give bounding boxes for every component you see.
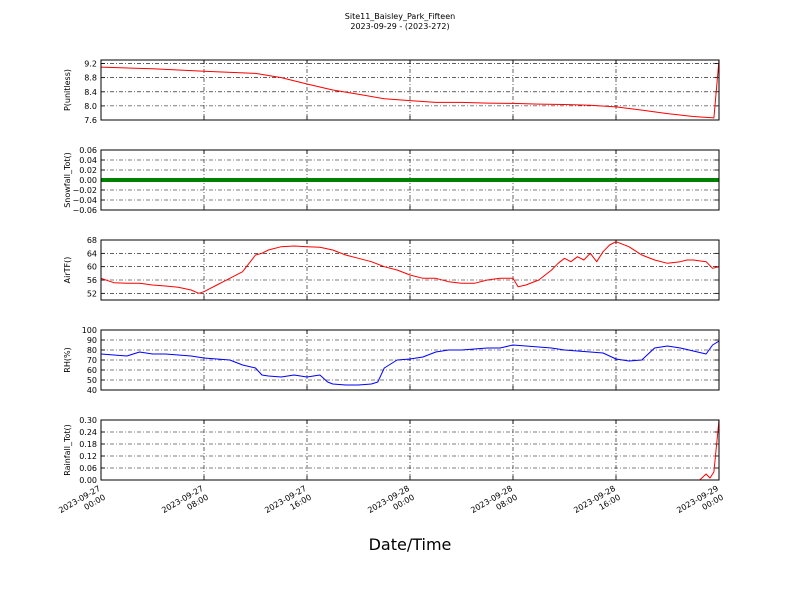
subplot-1: 7.6 8.0 8.4 8.8 9.2 P(unitless): [63, 59, 720, 125]
y-tick-label: 64: [87, 249, 97, 258]
y-tick-label: 8.8: [84, 74, 97, 83]
x-tick-label: 2023-09-2800:00: [366, 484, 416, 524]
figure-title-line2: 2023-09-29 - (2023-272): [350, 22, 449, 31]
y-tick-label: 0.02: [79, 166, 97, 175]
y-axis-label: P(unitless): [63, 69, 72, 111]
series-line-3: [101, 241, 719, 294]
y-tick-label: 7.6: [84, 116, 97, 125]
shared-x-axis: 2023-09-2700:00 2023-09-2708:00 2023-09-27…: [57, 484, 725, 524]
subplot-frame: [100, 329, 720, 391]
x-tick-label: 2023-09-2708:00: [160, 484, 210, 524]
figure-title-line1: Site11_Baisley_Park_Fifteen: [345, 12, 455, 21]
y-tick-label: 8.0: [84, 102, 97, 111]
y-tick-label: 50: [87, 376, 97, 385]
y-tick-label: 0.18: [79, 440, 97, 449]
y-axis-label: Snowfall_Tot(): [63, 152, 72, 208]
subplot-frame: [100, 239, 720, 301]
y-tick-label: −0.04: [72, 196, 97, 205]
subplot-2: −0.06−0.04−0.020.000.020.040.06 Snowfall_…: [63, 146, 720, 215]
y-tick-label: 0.04: [79, 156, 97, 165]
y-tick-label: 56: [87, 276, 97, 285]
y-tick-label: 40: [87, 386, 97, 395]
subplot-frame: [100, 59, 720, 121]
x-tick-label: 2023-09-2900:00: [675, 484, 725, 524]
x-tick-label: 2023-09-2700:00: [57, 484, 107, 524]
y-tick-label: 9.2: [84, 60, 97, 69]
y-tick-label: 0.00: [79, 176, 97, 185]
series-line-5: [101, 420, 719, 480]
y-axis-label: AirTF(): [63, 257, 72, 284]
y-tick-label: 80: [87, 346, 97, 355]
series-line-1: [101, 60, 719, 119]
y-tick-label: −0.02: [72, 186, 97, 195]
subplot-3: 52 56 60 64 68 AirTF(): [63, 236, 720, 301]
subplot-frame: [100, 149, 720, 211]
y-tick-label: 0.06: [79, 146, 97, 155]
y-tick-label: 0.06: [79, 464, 97, 473]
y-tick-label: 68: [87, 236, 97, 245]
y-axis-label: RH(%): [63, 347, 72, 372]
x-axis-label: Date/Time: [369, 535, 452, 554]
y-tick-label: 0.12: [79, 452, 97, 461]
y-tick-label: 0.00: [79, 476, 97, 485]
y-tick-label: 8.4: [84, 88, 97, 97]
y-tick-label: 0.24: [79, 428, 97, 437]
y-tick-label: 60: [87, 263, 97, 272]
y-tick-label: 0.30: [79, 416, 97, 425]
y-axis-label: Rainfall_Tot(): [63, 424, 72, 476]
subplot-frame: [100, 419, 720, 481]
subplot-5: 0.00 0.06 0.12 0.18 0.24 0.30 Rainfall_Tot(): [63, 416, 720, 485]
x-tick-label: 2023-09-2808:00: [469, 484, 519, 524]
x-tick-label: 2023-09-2816:00: [572, 484, 622, 524]
y-tick-label: −0.06: [72, 206, 97, 215]
y-tick-label: 60: [87, 366, 97, 375]
series-line-4: [101, 340, 719, 386]
y-tick-label: 70: [87, 356, 97, 365]
x-tick-label: 2023-09-2716:00: [263, 484, 313, 524]
y-tick-label: 52: [87, 289, 97, 298]
y-tick-label: 100: [82, 326, 97, 335]
subplot-stack: 7.6 8.0 8.4 8.8 9.2 P(unitless) −0.06−0.04−0.0…: [63, 59, 720, 485]
y-tick-label: 90: [87, 336, 97, 345]
